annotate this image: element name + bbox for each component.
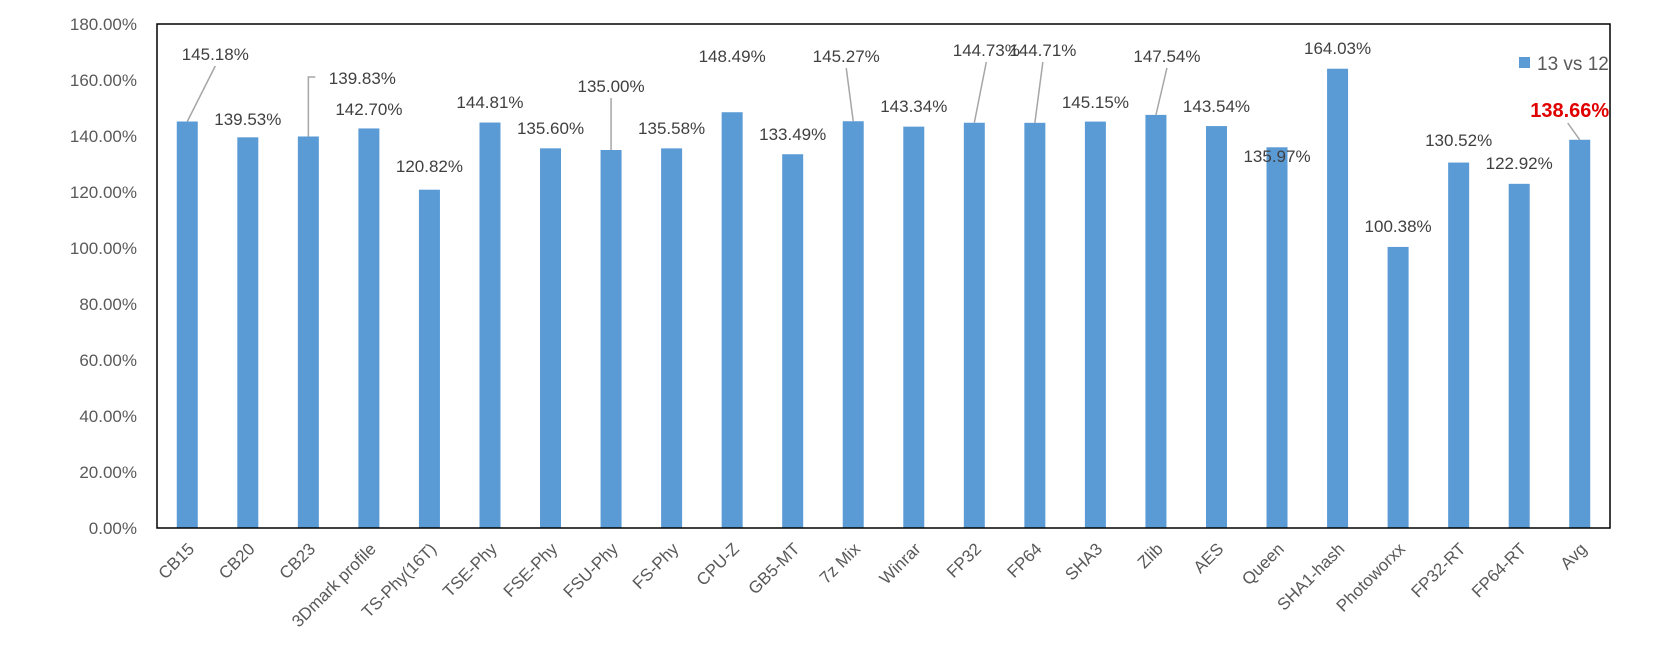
data-label: 135.00% bbox=[578, 77, 645, 96]
bar bbox=[1024, 122, 1046, 528]
x-category-label: AES bbox=[1190, 539, 1227, 576]
bar bbox=[661, 148, 683, 528]
data-label: 143.34% bbox=[880, 97, 947, 116]
x-category-label: GB5-MT bbox=[745, 539, 804, 598]
bar bbox=[1266, 147, 1288, 528]
legend: 13 vs 12 bbox=[1519, 54, 1609, 75]
leader-line bbox=[186, 65, 216, 122]
bar bbox=[721, 112, 743, 528]
data-label: 145.27% bbox=[813, 47, 880, 66]
bar bbox=[418, 189, 440, 529]
bar bbox=[479, 122, 501, 529]
bar bbox=[782, 154, 804, 528]
data-label: 164.03% bbox=[1304, 39, 1371, 58]
x-category-label: CPU-Z bbox=[693, 539, 743, 589]
x-category-label: FSU-Phy bbox=[560, 539, 623, 602]
y-tick-label: 140.00% bbox=[70, 127, 137, 146]
data-label: 145.15% bbox=[1062, 93, 1129, 112]
y-tick-label: 100.00% bbox=[70, 239, 137, 258]
leader-line bbox=[1567, 122, 1581, 141]
data-label: 130.52% bbox=[1425, 131, 1492, 150]
x-category-label: Winrar bbox=[876, 539, 925, 588]
bar bbox=[1569, 139, 1591, 528]
x-category-label: TSE-Phy bbox=[439, 539, 501, 601]
data-labels: 145.18% 139.53% 139.83% 142.70% 120.82% 144.8… bbox=[182, 39, 1610, 236]
x-category-label: Avg bbox=[1557, 539, 1591, 573]
data-label: 144.73% bbox=[953, 41, 1020, 60]
x-category-label: CB23 bbox=[276, 539, 320, 583]
data-label: 138.66% bbox=[1530, 100, 1609, 122]
x-category-label: 7z Mix bbox=[816, 539, 865, 588]
bars bbox=[176, 68, 1591, 529]
x-category-label: FP32-RT bbox=[1407, 539, 1469, 601]
bar bbox=[842, 121, 864, 528]
leader-line bbox=[973, 61, 988, 123]
bar bbox=[1084, 121, 1106, 528]
legend-label: 13 vs 12 bbox=[1537, 54, 1609, 75]
data-label: 139.53% bbox=[214, 110, 281, 129]
x-category-label: Zlib bbox=[1134, 539, 1167, 572]
leader-line bbox=[1155, 67, 1168, 116]
bar bbox=[1327, 68, 1349, 528]
x-category-label: CB20 bbox=[215, 539, 259, 583]
y-tick-label: 40.00% bbox=[79, 407, 137, 426]
leader-lines bbox=[186, 61, 1581, 150]
bar bbox=[1387, 246, 1409, 528]
y-tick-label: 20.00% bbox=[79, 463, 137, 482]
bar bbox=[1508, 183, 1530, 528]
data-label: 100.38% bbox=[1365, 217, 1432, 236]
data-label: 139.83% bbox=[329, 69, 396, 88]
data-label: 133.49% bbox=[759, 125, 826, 144]
data-label: 135.60% bbox=[517, 119, 584, 138]
bar bbox=[297, 136, 319, 528]
data-label: 143.54% bbox=[1183, 97, 1250, 116]
x-category-label: Queen bbox=[1238, 539, 1288, 589]
y-tick-label: 80.00% bbox=[79, 295, 137, 314]
bar bbox=[1205, 126, 1227, 528]
y-tick-label: 180.00% bbox=[70, 15, 137, 34]
data-label: 135.58% bbox=[638, 119, 705, 138]
leader-line bbox=[307, 76, 316, 137]
data-label: 142.70% bbox=[335, 100, 402, 119]
x-category-label: FS-Phy bbox=[629, 539, 683, 593]
y-tick-label: 60.00% bbox=[79, 351, 137, 370]
y-tick-label: 0.00% bbox=[89, 519, 137, 538]
x-category-label: FP32 bbox=[943, 539, 985, 581]
data-label: 144.81% bbox=[456, 93, 523, 112]
data-label: 145.18% bbox=[182, 45, 249, 64]
y-tick-label: 120.00% bbox=[70, 183, 137, 202]
legend-swatch bbox=[1519, 57, 1530, 68]
y-axis-ticks: 0.00% 20.00% 40.00% 60.00% 80.00% 100.00% 120.… bbox=[70, 15, 137, 538]
bar bbox=[540, 148, 562, 528]
data-label: 148.49% bbox=[699, 47, 766, 66]
x-category-label: SHA3 bbox=[1061, 539, 1106, 584]
data-label: 147.54% bbox=[1133, 47, 1200, 66]
bar bbox=[963, 122, 985, 529]
bar bbox=[1145, 114, 1167, 528]
bar bbox=[1448, 162, 1470, 528]
bar bbox=[237, 137, 259, 529]
bar bbox=[600, 150, 622, 528]
plot-area-frame bbox=[156, 23, 1611, 529]
bar bbox=[903, 126, 925, 528]
bar bbox=[176, 121, 198, 528]
x-category-label: CB15 bbox=[155, 539, 199, 583]
y-tick-label: 160.00% bbox=[70, 71, 137, 90]
x-category-label: FP64-RT bbox=[1468, 539, 1530, 601]
leader-line bbox=[1034, 61, 1044, 123]
x-category-label: FSE-Phy bbox=[500, 539, 562, 601]
data-label: 120.82% bbox=[396, 157, 463, 176]
data-label: 122.92% bbox=[1486, 154, 1553, 173]
x-category-label: FP64 bbox=[1004, 539, 1046, 581]
leader-line bbox=[845, 67, 854, 122]
data-label: 135.97% bbox=[1243, 147, 1310, 166]
bar bbox=[358, 128, 380, 528]
data-label: 144.71% bbox=[1009, 41, 1076, 60]
